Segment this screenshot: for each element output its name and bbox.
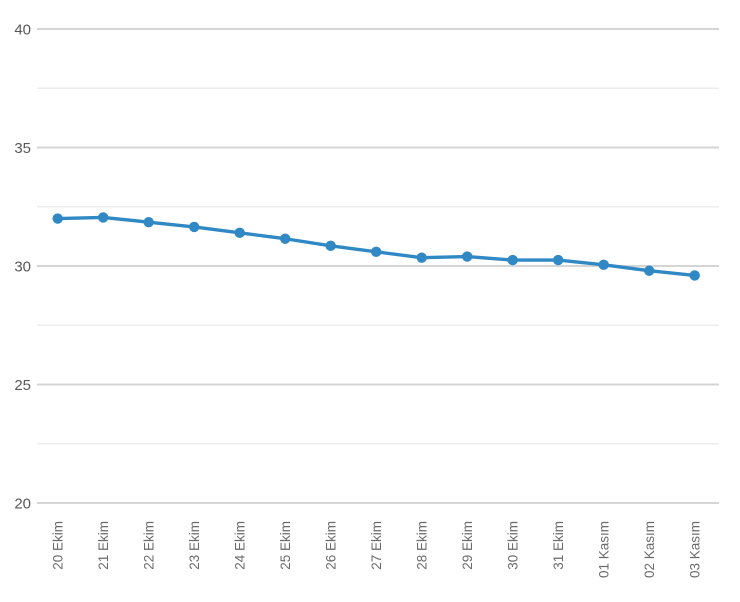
y-axis-tick-label: 20: [14, 495, 31, 512]
y-axis-tick-label: 35: [14, 140, 31, 157]
x-axis-tick-label: 27 Ekim: [369, 521, 384, 570]
data-point[interactable]: [98, 212, 109, 223]
data-point[interactable]: [325, 240, 336, 252]
data-point[interactable]: [598, 259, 609, 271]
x-axis-tick-label: 22 Ekim: [141, 521, 156, 570]
data-point[interactable]: [644, 265, 655, 276]
x-axis-tick-label: 21 Ekim: [96, 521, 111, 570]
y-axis-tick-label: 30: [14, 258, 31, 275]
x-axis-tick-label: 01 Kasım: [596, 521, 611, 578]
y-axis-tick-label: 40: [14, 21, 31, 38]
data-point[interactable]: [52, 213, 63, 224]
data-point[interactable]: [143, 216, 154, 228]
y-axis-tick-label: 25: [14, 377, 31, 394]
data-point[interactable]: [553, 254, 564, 266]
data-point[interactable]: [371, 246, 382, 257]
x-axis-tick-label: 31 Ekim: [551, 521, 566, 570]
x-axis-tick-label: 24 Ekim: [232, 521, 247, 570]
data-point[interactable]: [189, 221, 200, 233]
data-point[interactable]: [507, 254, 518, 266]
x-axis-tick-label: 02 Kasım: [642, 521, 657, 578]
x-axis-tick-label: 25 Ekim: [278, 521, 293, 570]
data-point[interactable]: [689, 270, 700, 281]
x-axis-tick-label: 29 Ekim: [460, 521, 475, 570]
data-point[interactable]: [234, 227, 245, 239]
x-axis-tick-label: 28 Ekim: [414, 521, 429, 570]
x-axis-tick-label: 23 Ekim: [187, 521, 202, 570]
data-point[interactable]: [280, 233, 291, 244]
data-point[interactable]: [462, 251, 473, 262]
x-axis-tick-label: 20 Ekim: [50, 521, 65, 570]
x-axis-tick-label: 26 Ekim: [323, 521, 338, 570]
x-axis-tick-label: 03 Kasım: [687, 521, 702, 578]
x-axis-tick-label: 30 Ekim: [505, 521, 520, 570]
data-point[interactable]: [416, 252, 427, 263]
